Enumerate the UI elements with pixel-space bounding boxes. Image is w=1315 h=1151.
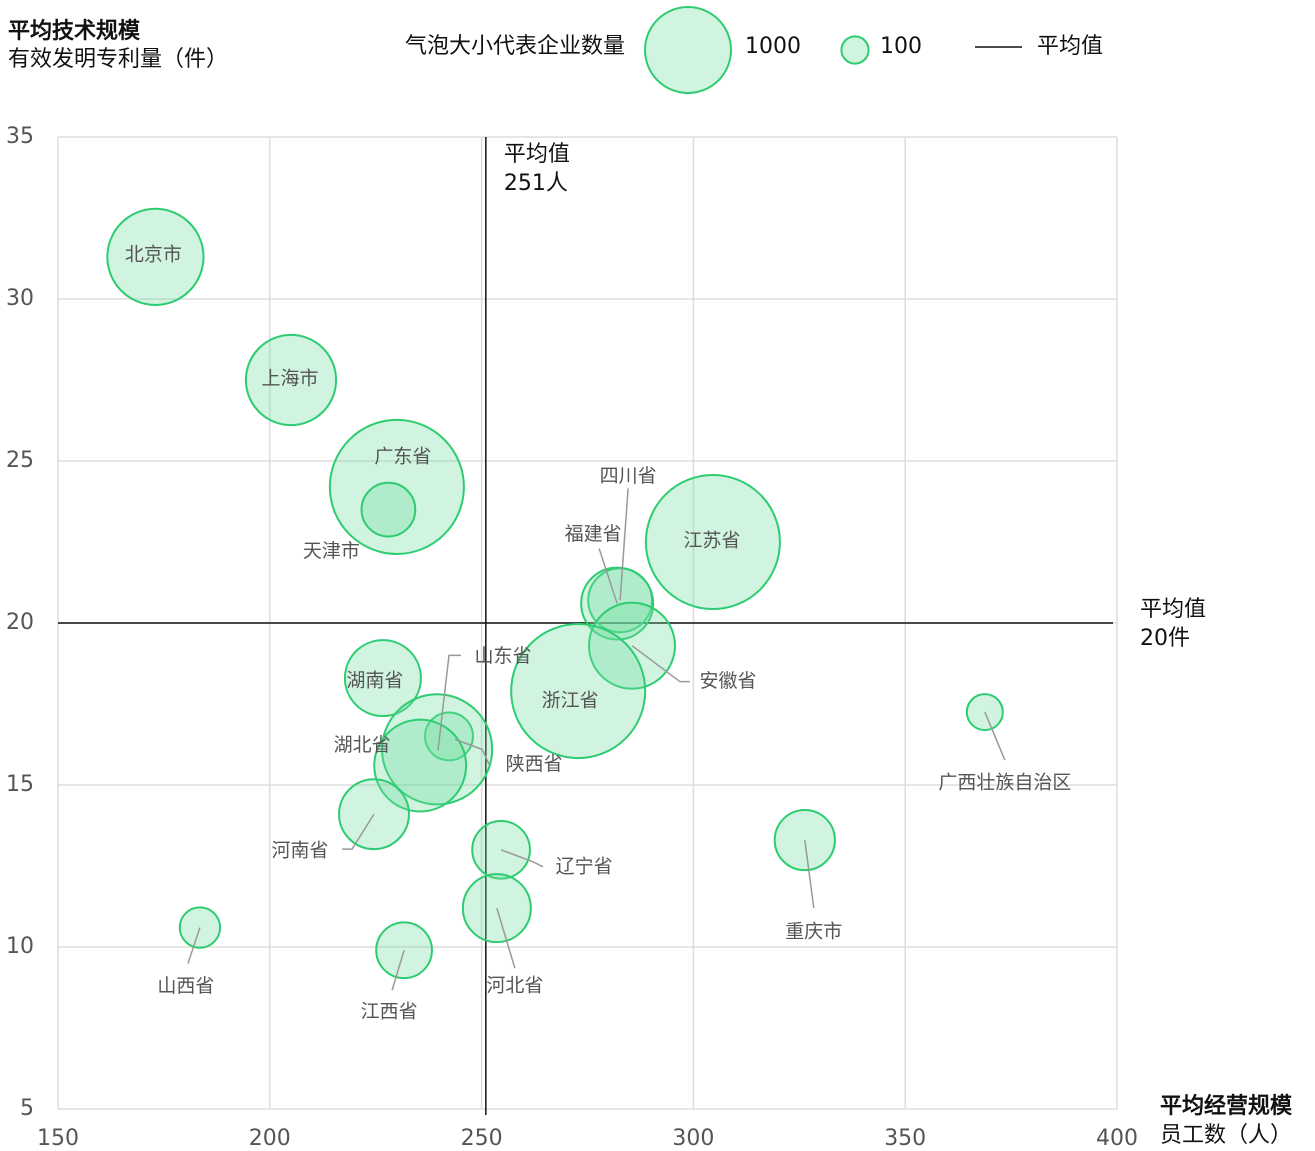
legend-mean-label: 平均值 [1037,34,1103,59]
leader-line [454,738,490,765]
bubble-label: 江苏省 [683,530,740,552]
bubble [644,473,781,611]
mean-x-label: 251人 [504,171,568,196]
legend-title: 气泡大小代表企业数量 [405,34,625,59]
bubble [360,481,417,538]
leader-line [437,654,461,751]
y-tick-label: 20 [6,610,34,635]
bubble-label: 陕西省 [506,753,563,775]
bubble-label: 四川省 [600,465,657,487]
y-tick-label: 15 [6,772,34,797]
leader-line [598,548,618,604]
bubble-label: 天津市 [303,540,360,562]
y-tick-label: 25 [6,448,34,473]
y-tick-label: 10 [6,934,34,959]
x-axis-subtitle: 员工数（人） [1160,1123,1292,1148]
leader-line [391,950,405,991]
leader-line [342,813,375,850]
leader-line [631,645,690,683]
legend-label: 100 [880,34,922,59]
x-axis-title: 平均经营规模 [1160,1093,1293,1119]
bubble-label: 江西省 [361,1001,418,1023]
bubble-label: 河南省 [271,840,328,862]
leader-line [804,839,815,909]
bubble [244,333,338,427]
leader-line [619,488,629,601]
bubble-label: 广西壮族自治区 [938,772,1071,794]
y-tick-label: 30 [6,286,34,311]
bubble-label: 福建省 [565,523,622,545]
y-axis-subtitle: 有效发明专利量（件） [8,47,228,72]
bubble-label: 湖南省 [346,670,403,692]
bubble-label: 安徽省 [699,670,756,692]
bubble-label: 河北省 [486,975,543,997]
bubble-label: 山西省 [157,975,214,997]
bubble-label: 山东省 [474,645,531,667]
y-axis-title: 平均技术规模 [8,18,141,44]
mean-x-title: 平均值 [504,142,570,167]
legend-bubble [644,6,732,94]
x-tick-label: 350 [884,1126,926,1151]
x-tick-label: 300 [672,1126,714,1151]
legend-label: 1000 [745,34,801,59]
x-tick-label: 150 [37,1126,79,1151]
leader-line [187,927,201,964]
y-tick-label: 5 [20,1096,34,1121]
bubble-label: 重庆市 [785,921,842,943]
x-tick-label: 250 [461,1126,503,1151]
mean-y-label: 20件 [1140,626,1190,651]
bubble-label: 广东省 [374,445,431,467]
mean-y-title: 平均值 [1140,597,1206,622]
leader-line [984,711,1006,761]
y-tick-label: 35 [6,124,34,149]
bubble-label: 北京市 [125,243,182,265]
bubble-label: 辽宁省 [556,855,613,877]
leader-line [500,849,544,868]
bubble-label: 湖北省 [334,734,391,756]
bubble [510,623,647,760]
x-tick-label: 400 [1096,1126,1138,1151]
bubble-label: 浙江省 [542,690,599,712]
bubble-label: 上海市 [261,368,318,390]
leader-line [496,907,516,969]
bubble [424,711,474,762]
legend-bubble [840,35,870,65]
x-tick-label: 200 [249,1126,291,1151]
bubble [106,207,205,306]
bubble [343,639,422,718]
